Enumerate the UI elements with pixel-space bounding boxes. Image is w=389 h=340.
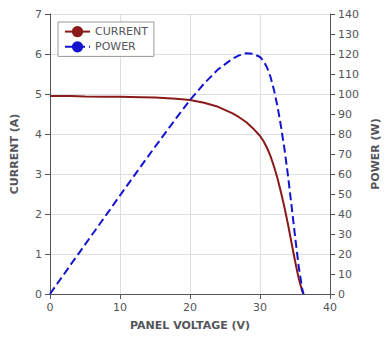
svg-text:20: 20 [183,301,197,314]
svg-text:POWER (W): POWER (W) [369,118,382,190]
svg-text:2: 2 [35,208,42,221]
svg-text:CURRENT: CURRENT [95,25,148,38]
svg-text:110: 110 [338,68,359,81]
svg-text:130: 130 [338,28,359,41]
svg-text:7: 7 [35,8,42,21]
svg-text:3: 3 [35,168,42,181]
svg-text:1: 1 [35,248,42,261]
svg-text:60: 60 [338,168,352,181]
svg-text:10: 10 [113,301,127,314]
svg-text:40: 40 [338,208,352,221]
svg-text:40: 40 [323,301,337,314]
svg-text:140: 140 [338,8,359,21]
svg-text:0: 0 [338,288,345,301]
svg-text:0: 0 [47,301,54,314]
svg-text:4: 4 [35,128,42,141]
svg-text:6: 6 [35,48,42,61]
svg-text:100: 100 [338,88,359,101]
svg-text:PANEL VOLTAGE (V): PANEL VOLTAGE (V) [130,319,250,332]
svg-text:10: 10 [338,268,352,281]
svg-text:20: 20 [338,248,352,261]
svg-text:30: 30 [253,301,267,314]
svg-text:50: 50 [338,188,352,201]
svg-text:CURRENT (A): CURRENT (A) [8,114,21,195]
svg-text:90: 90 [338,108,352,121]
svg-text:80: 80 [338,128,352,141]
svg-text:POWER: POWER [95,40,136,53]
svg-text:120: 120 [338,48,359,61]
svg-text:0: 0 [35,288,42,301]
svg-text:5: 5 [35,88,42,101]
svg-text:30: 30 [338,228,352,241]
svg-text:70: 70 [338,148,352,161]
